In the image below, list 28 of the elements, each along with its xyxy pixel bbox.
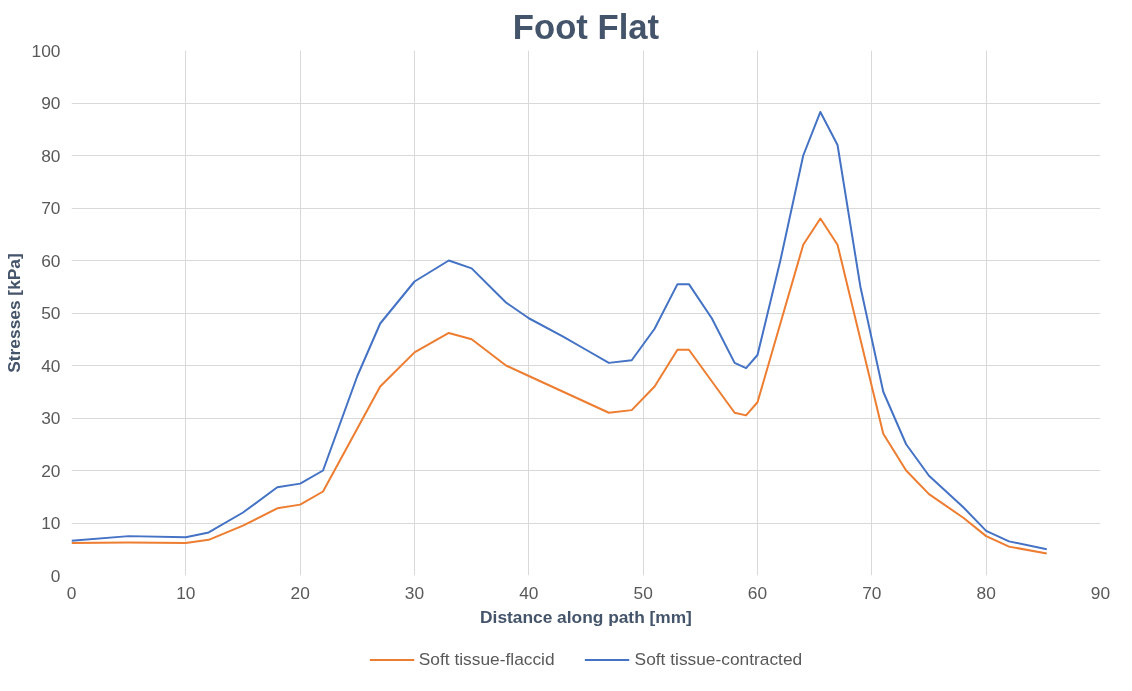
y-tick-label: 40: [41, 355, 61, 376]
y-axis-title: Stresses [kPa]: [3, 253, 24, 373]
x-tick-label: 70: [862, 582, 882, 603]
y-tick-label: 20: [41, 460, 61, 481]
x-tick-label: 90: [1090, 582, 1111, 603]
x-tick-label: 10: [176, 582, 196, 603]
line-series: [71, 110, 1048, 551]
line-series: [71, 217, 1048, 555]
y-tick-label: 70: [41, 198, 61, 218]
y-tick-label: 80: [41, 145, 61, 166]
x-tick-label: 40: [519, 582, 539, 603]
y-tick-label: 60: [41, 250, 61, 271]
x-axis-title: Distance along path [mm]: [480, 606, 692, 627]
x-tick-label: 60: [747, 582, 768, 603]
x-tick-label: 80: [976, 582, 996, 603]
y-tick-label: 10: [41, 513, 61, 533]
x-tick-label: 50: [633, 582, 653, 603]
y-tick-label: 50: [41, 303, 61, 323]
y-tick-label: 90: [41, 93, 61, 113]
chart-title: Foot Flat: [512, 7, 660, 46]
y-tick-label: 30: [41, 408, 61, 428]
y-tick-label: 0: [50, 565, 61, 586]
legend-label: Soft tissue-flaccid: [418, 648, 555, 670]
x-tick-label: 20: [290, 582, 310, 603]
y-tick-label: 100: [31, 40, 61, 61]
x-tick-label: 30: [404, 582, 425, 603]
x-tick-label: 0: [66, 582, 77, 603]
legend-label: Soft tissue-contracted: [634, 648, 803, 670]
